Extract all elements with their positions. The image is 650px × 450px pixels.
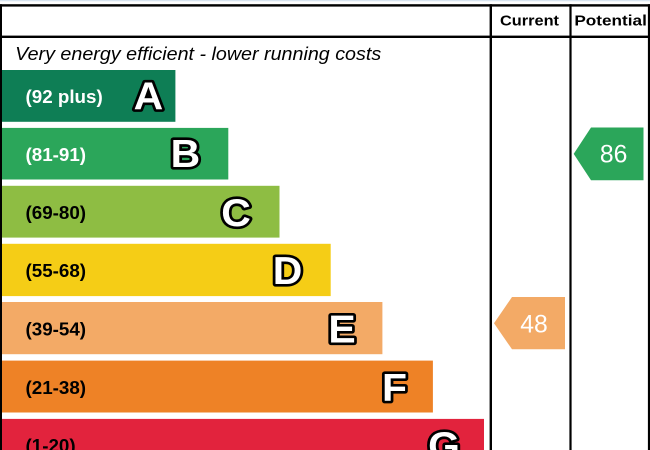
svg-text:(21-38): (21-38): [26, 377, 87, 398]
svg-text:B: B: [171, 133, 201, 176]
svg-text:C: C: [221, 192, 251, 235]
svg-text:F: F: [382, 367, 407, 410]
svg-text:D: D: [273, 250, 303, 293]
svg-text:E: E: [328, 308, 355, 351]
svg-text:G: G: [428, 425, 460, 450]
svg-text:(92 plus): (92 plus): [26, 86, 103, 107]
svg-text:Current: Current: [500, 13, 559, 30]
svg-text:(55-68): (55-68): [26, 260, 87, 281]
svg-text:(69-80): (69-80): [26, 202, 87, 223]
svg-text:Very energy efficient - lower: Very energy efficient - lower running co…: [15, 43, 381, 64]
svg-text:A: A: [134, 75, 164, 118]
svg-text:(81-91): (81-91): [26, 144, 87, 165]
svg-text:(39-54): (39-54): [26, 318, 87, 339]
svg-text:86: 86: [600, 142, 627, 169]
svg-text:48: 48: [520, 312, 547, 339]
svg-text:Potential: Potential: [574, 13, 647, 30]
svg-text:(1-20): (1-20): [26, 435, 76, 450]
